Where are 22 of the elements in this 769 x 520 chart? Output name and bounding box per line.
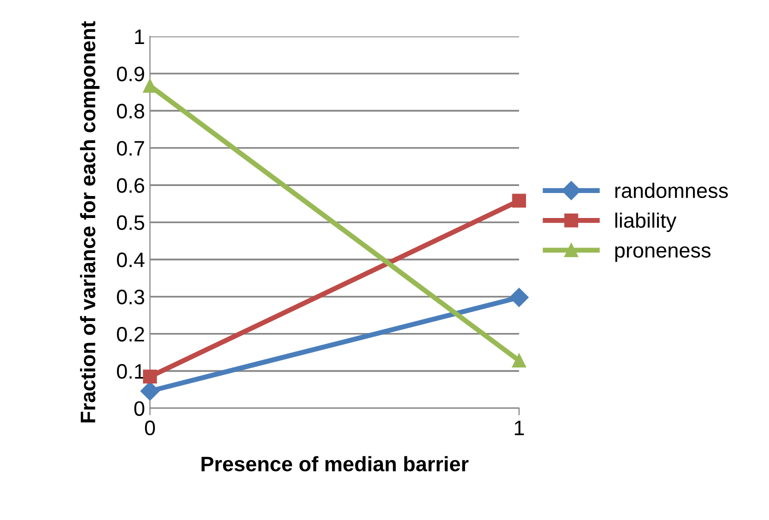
y-tick-label: 0.8	[116, 104, 144, 119]
y-tick-label: 0.9	[116, 66, 144, 82]
point	[143, 78, 157, 93]
y-axis-title: Fraction of variance for each component	[80, 21, 100, 422]
point	[512, 354, 526, 368]
point	[140, 382, 160, 401]
y-tick-label: 0.5	[116, 215, 144, 230]
point	[512, 194, 526, 208]
y-tick-label: 0.2	[116, 326, 144, 342]
legend-label: randomness	[615, 182, 728, 198]
x-axis-title: Presence of median barrier	[202, 456, 469, 472]
legend-label: liability	[615, 212, 676, 232]
y-tick-label: 0.7	[116, 140, 144, 156]
y-tick-label: 0.3	[116, 290, 144, 304]
y-tick-label: 1	[135, 30, 144, 44]
point	[510, 288, 529, 307]
y-tick-label: 0	[134, 401, 144, 416]
legend-label: proneness	[615, 246, 710, 262]
y-tick-label: 0.1	[116, 364, 144, 379]
y-tick-label: 0.6	[116, 178, 144, 193]
point	[143, 370, 157, 384]
y-tick-label: 0.4	[116, 252, 144, 268]
